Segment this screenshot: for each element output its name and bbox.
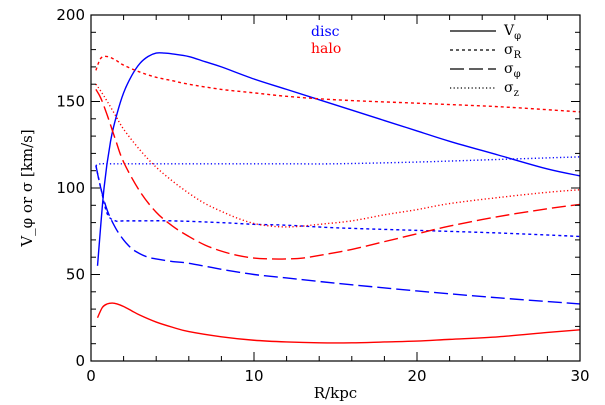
y-tick-label: 150 — [56, 93, 85, 111]
series-line-halo-sigma-R — [95, 55, 580, 113]
legend-population-halo: halo — [311, 41, 341, 57]
y-tick-label: 100 — [56, 179, 85, 197]
y-tick-label: 200 — [56, 6, 85, 24]
legend-label-solid: Vφ — [503, 23, 521, 42]
series-line-halo-V-phi — [96, 302, 580, 344]
x-tick-label: 10 — [244, 367, 263, 385]
y-axis-label: V_φ or σ [km/s] — [18, 129, 36, 247]
legend-label-dashed: σR — [504, 42, 522, 61]
legend-label-longdash: σφ — [504, 61, 521, 80]
ticks-layer: 0 10 20 30 0 50 100 150 200 — [56, 6, 589, 385]
x-tick-label: 30 — [570, 367, 589, 385]
series-line-disc-sigma-z — [95, 156, 580, 167]
series-line-disc-sigma-phi — [95, 165, 580, 305]
series-line-halo-sigma-z — [95, 83, 580, 228]
series-line-halo-sigma-phi — [95, 89, 580, 260]
y-tick-label: 50 — [66, 266, 85, 284]
series-line-disc-V-phi — [96, 52, 580, 266]
x-tick-label: 0 — [86, 367, 96, 385]
curves-layer — [95, 52, 580, 344]
legend-label-dotted: σz — [504, 80, 519, 99]
legend-population-disc: disc — [311, 24, 340, 40]
x-axis-label: R/kpc — [314, 384, 357, 402]
series-line-disc-sigma-R — [95, 165, 580, 238]
y-tick-label: 0 — [75, 352, 85, 370]
x-tick-label: 20 — [407, 367, 426, 385]
